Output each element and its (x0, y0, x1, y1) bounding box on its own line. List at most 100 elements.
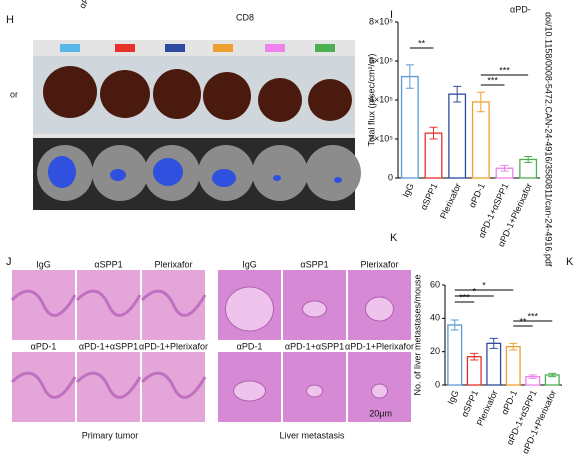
y-tick-label: 4×10⁵ (369, 94, 393, 104)
bar (505, 346, 521, 386)
image-label: αPD-1+Plerixafor (345, 341, 414, 351)
significance: ** (418, 38, 426, 48)
liver (43, 66, 97, 118)
image-label: αSPP1 (300, 259, 328, 269)
panel-letter: K (390, 232, 398, 244)
x-tick-label: αPD-1 (467, 182, 487, 210)
error-bar (548, 372, 557, 378)
panel-letter: I (390, 9, 393, 21)
error-bar (405, 64, 414, 89)
group-swatch (60, 44, 80, 52)
image-label: αPD-1+Plerixafor (139, 341, 208, 351)
group-swatch (315, 44, 335, 52)
scale-bar: 20μm (369, 408, 392, 418)
top-label: αPD- (510, 4, 531, 14)
dish (305, 145, 361, 201)
x-tick-label: αPD-1 (499, 389, 519, 417)
bar (486, 342, 502, 386)
error-bar (429, 126, 438, 140)
image-label: αSPP1 (94, 259, 122, 269)
bar (400, 75, 419, 179)
error-bar (453, 85, 462, 103)
liver (308, 79, 352, 121)
y-tick-label: 2×10⁵ (369, 133, 393, 143)
signal (48, 156, 76, 188)
x-tick-label: αSPP1 (459, 389, 480, 419)
image-label: Plerixafor (154, 259, 192, 269)
caption: Primary tumor (82, 430, 139, 440)
bar (466, 356, 482, 386)
doi: doi/10.1158/0008-5472.CAN-24-4916/358081… (544, 12, 554, 267)
image-label: IgG (36, 259, 51, 269)
significance: *** (527, 311, 538, 321)
metastasis (371, 383, 388, 399)
side-label: or (10, 89, 18, 99)
y-tick-label: 0 (435, 379, 440, 389)
bar (424, 132, 443, 179)
panel-letter: K (566, 256, 574, 268)
error-bar (470, 352, 479, 361)
significance: *** (487, 75, 498, 85)
error-bar (524, 156, 533, 163)
caption: Liver metastasis (279, 430, 345, 440)
error-bar (450, 319, 459, 331)
signal (334, 177, 342, 183)
bar (448, 93, 467, 179)
significance: * (472, 286, 476, 296)
error-bar (509, 342, 518, 351)
tissue-fold (10, 371, 77, 399)
signal (273, 175, 281, 181)
group-swatch (115, 44, 135, 52)
metastasis (225, 286, 274, 332)
liver (203, 72, 251, 120)
tissue-fold (75, 289, 142, 317)
image-label: Plerixafor (360, 259, 398, 269)
dish (252, 145, 308, 201)
liver (153, 69, 201, 119)
error-bar (489, 337, 498, 349)
image-label: IgG (242, 259, 257, 269)
metastasis (306, 384, 323, 398)
signal (110, 169, 126, 181)
tissue-fold (75, 371, 142, 399)
y-axis-label: Total flux (p/sec/cm²/sr) (366, 53, 376, 146)
error-bar (528, 374, 537, 379)
tissue-fold (10, 289, 77, 317)
error-bar (476, 91, 485, 113)
group-swatch (265, 44, 285, 52)
bar (471, 101, 490, 179)
signal (212, 169, 236, 187)
image-label: αPD-1 (31, 341, 57, 351)
panel-letter: H (6, 14, 14, 26)
tissue-fold (140, 289, 207, 317)
image-label: αPD-1+αSPP1 (79, 341, 138, 351)
image-label: αPD-1 (237, 341, 263, 351)
y-tick-label: 20 (430, 346, 440, 356)
significance: *** (459, 292, 470, 302)
group-swatch (165, 44, 185, 52)
top-label: CD8 (236, 12, 254, 22)
significance: * (482, 280, 486, 290)
bar (447, 324, 463, 386)
metastasis (365, 296, 394, 322)
metastasis (233, 380, 266, 402)
panel-letter: J (6, 256, 12, 268)
liver (258, 78, 302, 122)
x-tick-label: αSPP1 (418, 182, 439, 212)
signal (153, 158, 183, 186)
significance: *** (499, 65, 510, 75)
x-tick-label: IgG (446, 389, 461, 406)
x-tick-label: IgG (401, 182, 416, 199)
y-tick-label: 0 (388, 172, 393, 182)
liver (100, 70, 150, 118)
top-label: αPD (77, 0, 95, 10)
bioluminescence-images (33, 40, 361, 210)
y-tick-label: 60 (430, 279, 440, 289)
y-tick-label: 40 (430, 313, 440, 323)
y-axis-label: No. of liver metastases/mouse (412, 274, 422, 395)
tissue-fold (140, 371, 207, 399)
image-label: αPD-1+αSPP1 (285, 341, 344, 351)
error-bar (500, 164, 509, 172)
